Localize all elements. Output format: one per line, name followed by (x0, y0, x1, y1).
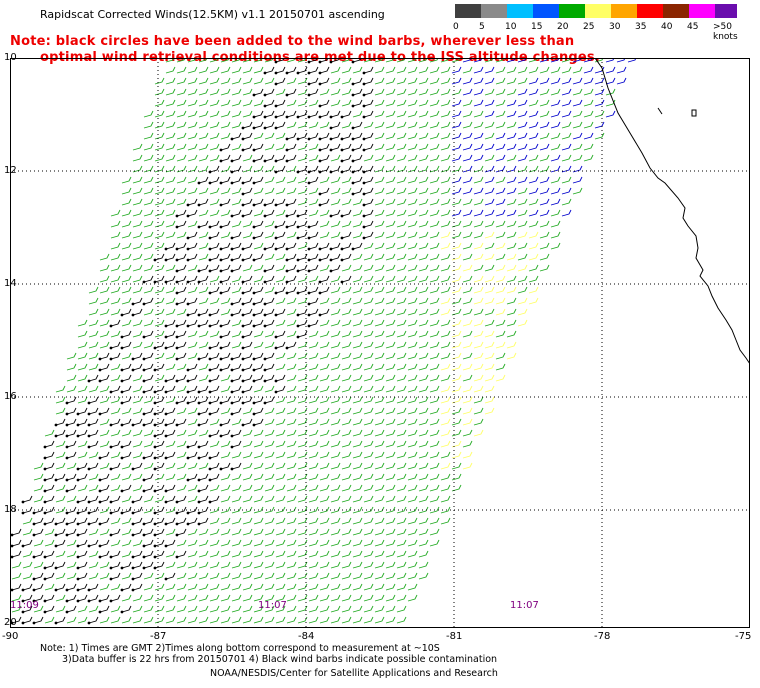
scale-label: 10 (505, 22, 517, 32)
scale-label: >50 knots (713, 22, 738, 42)
lon-label: -90 (2, 631, 19, 642)
time-label: 11:07 (510, 600, 539, 611)
note-line-1: Note: black circles have been added to t… (10, 34, 575, 49)
scale-label: 25 (583, 22, 595, 32)
scale-swatch (559, 4, 585, 18)
lat-label: 18 (4, 504, 17, 515)
scale-label: 5 (479, 22, 485, 32)
scale-swatch (585, 4, 611, 18)
lon-label: -81 (446, 631, 463, 642)
lon-label: -75 (735, 631, 752, 642)
scale-label: 40 (661, 22, 673, 32)
footer-credit: NOAA/NESDIS/Center for Satellite Applica… (210, 668, 498, 679)
scale-label: 45 (687, 22, 699, 32)
scale-label: 0 (453, 22, 459, 32)
lat-label: 20 (4, 617, 17, 628)
footer-note-line-2: 3)Data buffer is 22 hrs from 20150701 4)… (62, 654, 498, 665)
coastline-north-bend (657, 107, 663, 115)
scale-swatch (611, 4, 637, 18)
scale-swatch (689, 4, 715, 18)
wind-barb-map (10, 58, 750, 628)
lat-label: 14 (4, 278, 17, 289)
scale-label: 35 (635, 22, 647, 32)
scale-label: 15 (531, 22, 543, 32)
scale-swatch (715, 4, 737, 18)
scale-swatch (507, 4, 533, 18)
lat-label: 10 (4, 52, 17, 63)
scale-label: 30 (609, 22, 621, 32)
lat-label: 16 (4, 391, 17, 402)
map-title: Rapidscat Corrected Winds(12.5KM) v1.1 2… (40, 8, 385, 21)
small-island (691, 109, 697, 117)
scale-swatch (663, 4, 689, 18)
lon-label: -87 (150, 631, 167, 642)
footer-note-line-1: Note: 1) Times are GMT 2)Times along bot… (40, 643, 440, 654)
lat-label: 12 (4, 165, 17, 176)
lon-label: -84 (298, 631, 315, 642)
map-frame (10, 58, 750, 628)
scale-swatch (481, 4, 507, 18)
time-label: 11:07 (258, 600, 287, 611)
scale-swatch (637, 4, 663, 18)
wind-barbs-layer (10, 58, 637, 625)
scale-label: 20 (557, 22, 569, 32)
scale-swatch (533, 4, 559, 18)
time-label: 11:09 (10, 600, 39, 611)
coastline (594, 58, 750, 365)
scale-swatch (455, 4, 481, 18)
lat-lon-grid (10, 58, 750, 628)
lon-label: -78 (594, 631, 611, 642)
